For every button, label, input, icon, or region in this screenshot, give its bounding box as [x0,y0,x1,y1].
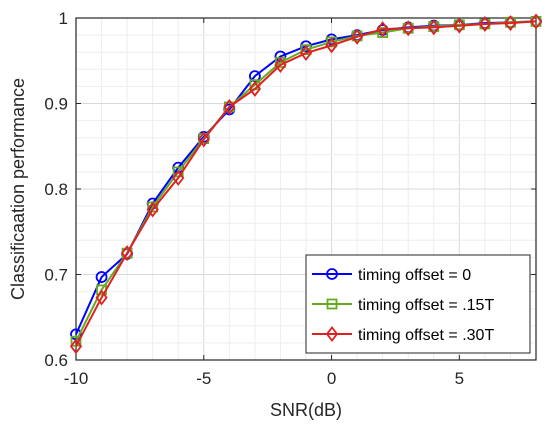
y-tick-label: 0.7 [44,266,68,285]
y-tick-label: 0.6 [44,351,68,370]
y-tick-label: 0.8 [44,180,68,199]
legend-entry: timing offset = .15T [312,297,494,314]
legend: timing offset = 0 timing offset = .15T tim… [305,254,531,354]
data-point [299,45,313,62]
data-point [325,37,338,54]
data-point [223,98,236,115]
data-point [120,245,134,262]
data-point [350,28,364,45]
legend-marker [326,268,338,280]
data-point [274,57,287,74]
x-tick-label: -5 [196,369,211,388]
y-tick-label: 1 [59,9,68,28]
data-point [478,16,492,32]
x-tick-label: 0 [327,369,336,388]
data-point [95,289,108,306]
legend-label: timing offset = .15T [358,297,494,314]
legend-entry: timing offset = 0 [312,267,471,284]
x-axis-label: SNR(dB) [270,400,342,420]
data-point [197,131,210,148]
data-point [453,17,466,34]
x-axis: -10 -5 0 5 [64,18,464,388]
data-point [248,80,262,97]
data-point [402,20,415,37]
data-point [504,15,517,32]
data-point [376,21,389,38]
data-point [427,19,440,36]
data-point [69,338,83,355]
x-tick-label: -10 [64,369,89,388]
y-axis-label: Classificaation performance [8,78,28,300]
series-3 [69,13,543,355]
legend-label: timing offset = .30T [358,327,494,344]
data-point [529,13,543,30]
legend-marker [326,298,338,310]
legend-marker [325,326,339,342]
series-line [75,20,537,347]
data-point [172,169,185,186]
legend-label: timing offset = 0 [358,267,471,284]
data-point [95,271,108,283]
x-tick-label: 5 [455,369,464,388]
y-tick-label: 0.9 [44,95,68,114]
series-group [69,13,543,355]
data-point [146,201,159,218]
legend-entry: timing offset = .30T [312,326,494,344]
y-axis: 0.6 0.7 0.8 0.9 1 [44,9,536,370]
